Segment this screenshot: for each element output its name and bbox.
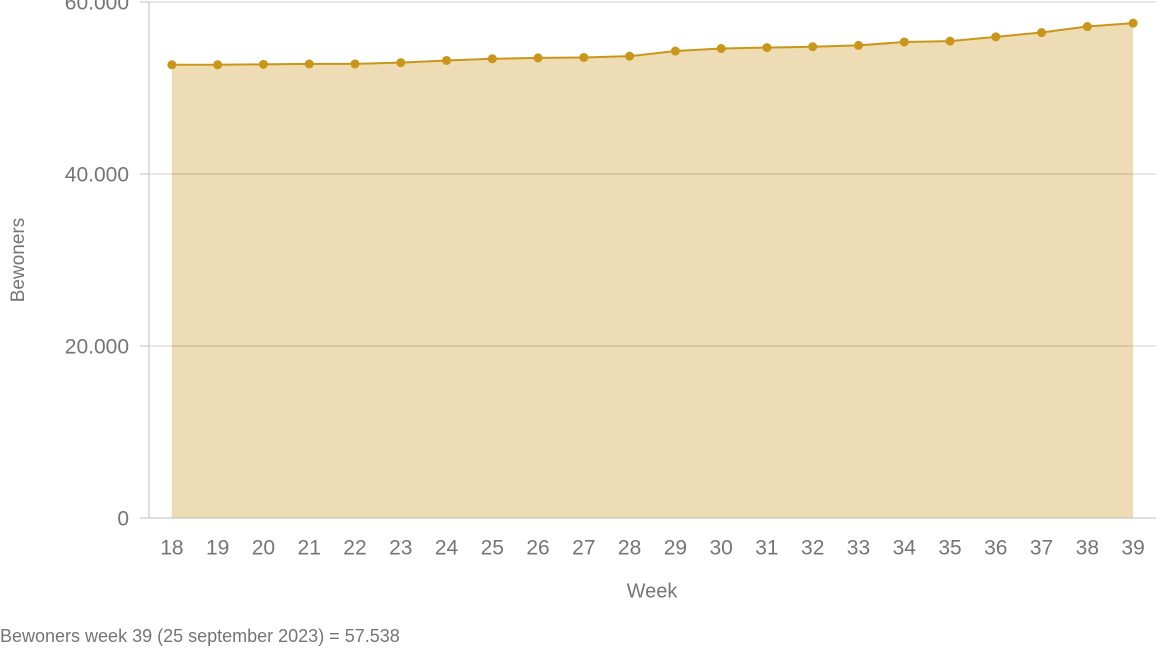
point xyxy=(579,52,589,62)
footnote: Bewoners week 39 (25 september 2023) = 5… xyxy=(0,626,400,646)
point xyxy=(442,55,452,65)
y-axis-label: Bewoners xyxy=(8,218,29,303)
point xyxy=(258,59,268,69)
point xyxy=(1128,18,1138,28)
point xyxy=(487,54,497,64)
point xyxy=(533,53,543,63)
point xyxy=(853,40,863,50)
point xyxy=(670,46,680,56)
x-tick-label: 33 xyxy=(847,537,870,560)
point xyxy=(167,60,177,70)
point xyxy=(1082,22,1092,32)
point xyxy=(762,43,772,53)
area xyxy=(171,23,1134,519)
x-tick-label: 26 xyxy=(526,537,549,560)
x-tick-label: 28 xyxy=(618,537,641,560)
point xyxy=(1037,28,1047,38)
x-tick-label: 34 xyxy=(893,537,917,560)
y-tick-label: 60.000 xyxy=(65,0,129,15)
y-tick-label: 40.000 xyxy=(65,164,129,187)
x-tick-label: 36 xyxy=(984,537,1007,560)
x-tick-label: 24 xyxy=(435,537,459,560)
x-tick-label: 19 xyxy=(206,537,229,560)
x-axis-label: Week xyxy=(627,580,679,602)
point xyxy=(945,36,955,46)
x-tick-label: 35 xyxy=(938,537,961,560)
point xyxy=(304,59,314,69)
x-tick-label: 37 xyxy=(1030,537,1053,560)
point xyxy=(716,43,726,53)
x-tick-label: 25 xyxy=(481,537,504,560)
line xyxy=(171,22,1134,66)
x-tick-label: 38 xyxy=(1076,537,1099,560)
x-tick-label: 21 xyxy=(298,537,321,560)
x-tick-label: 22 xyxy=(343,537,366,560)
point xyxy=(625,51,635,61)
x-tick-label: 20 xyxy=(252,537,275,560)
x-tick-label: 32 xyxy=(801,537,824,560)
point xyxy=(213,60,223,70)
x-tick-label: 27 xyxy=(572,537,595,560)
point xyxy=(991,32,1001,42)
x-tick-label: 29 xyxy=(664,537,687,560)
x-tick-label: 23 xyxy=(389,537,412,560)
x-tick-label: 30 xyxy=(709,537,732,560)
point xyxy=(396,58,406,68)
x-tick-label: 18 xyxy=(160,537,183,560)
y-tick-label: 20.000 xyxy=(65,336,129,359)
x-tick-label: 31 xyxy=(755,537,778,560)
point xyxy=(350,59,360,69)
point xyxy=(899,37,909,47)
y-tick-label: 0 xyxy=(117,508,129,531)
x-tick-label: 39 xyxy=(1121,537,1144,560)
point xyxy=(808,42,818,52)
